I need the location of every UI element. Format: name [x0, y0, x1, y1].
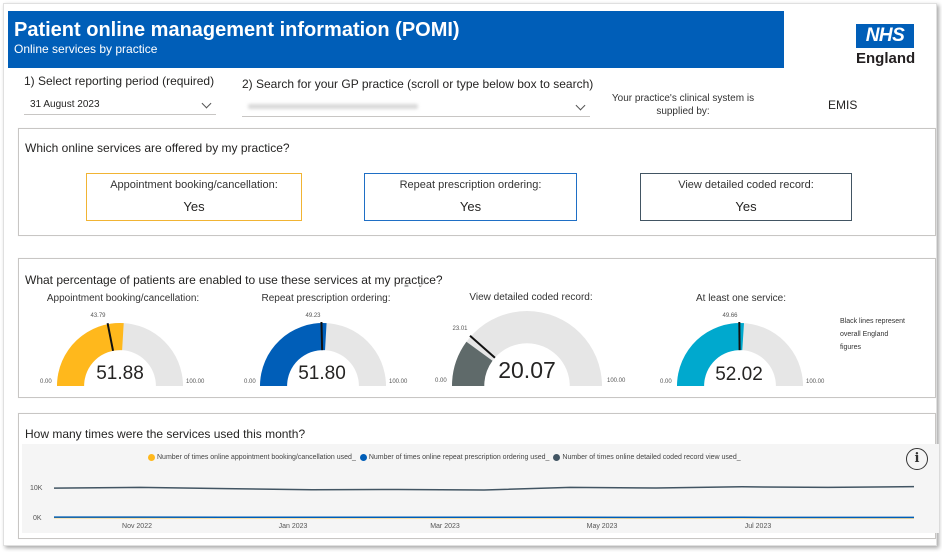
gauge-england-marker: [106, 323, 115, 351]
clinical-system-label: Your practice's clinical system is suppl…: [611, 93, 755, 117]
gauge-value: 52.02: [715, 364, 763, 385]
y-tick-label: 0K: [33, 515, 42, 522]
gauge-fill: [452, 341, 493, 386]
card-label: View detailed coded record:: [678, 179, 814, 191]
x-tick-label: Mar 2023: [430, 523, 460, 530]
card-label: Repeat prescription ordering:: [399, 179, 542, 191]
page-subtitle: Online services by practice: [14, 42, 158, 56]
usage-line-chart: [53, 485, 915, 519]
gauge-fill: [260, 323, 327, 386]
practice-filter-label: 2) Search for your GP practice (scroll o…: [242, 77, 594, 91]
gauge-england-label: 43.79: [90, 313, 106, 319]
gauge-value: 20.07: [498, 357, 556, 383]
period-dropdown-value: 31 August 2023: [30, 99, 100, 110]
nhs-england-logo: NHS England: [856, 24, 916, 67]
gauge-repeat-prescription: [260, 321, 386, 386]
clinical-system-value: EMIS: [828, 98, 858, 112]
gauge-value: 51.88: [96, 363, 144, 384]
legend-label: Number of times online appointment booki…: [157, 454, 356, 461]
card-label: Appointment booking/cancellation:: [110, 179, 278, 191]
header-banner: Patient online management information (P…: [8, 11, 784, 68]
enabled-percentage-title: What percentage of patients are enabled …: [25, 273, 443, 287]
x-tick-label: May 2023: [586, 523, 618, 530]
gauge-min: 0.00: [435, 378, 447, 384]
legend-item-record-views[interactable]: Number of times online detailed coded re…: [553, 454, 741, 461]
gauge-england-label: 23.01: [452, 326, 468, 332]
card-value: Yes: [735, 199, 757, 214]
gauge-coded-record: [452, 311, 602, 386]
card-repeat-prescription: Repeat prescription ordering: Yes: [364, 173, 577, 221]
gauge-at-least-one: [677, 321, 803, 386]
gauge-title: View detailed coded record:: [469, 292, 593, 303]
gauge-england-label: 49.66: [722, 313, 738, 319]
x-tick-label: Nov 2022: [122, 523, 152, 530]
nhs-logo-subtext: England: [856, 50, 916, 67]
x-tick-label: Jul 2023: [744, 523, 772, 530]
gauge-england-marker: [320, 321, 324, 351]
period-filter-label: 1) Select reporting period (required): [24, 74, 215, 88]
chevron-down-icon: [201, 98, 212, 109]
filter-icon[interactable]: ≡: [404, 281, 409, 290]
series-line-2: [53, 485, 915, 491]
gauge-min: 0.00: [244, 379, 256, 385]
gauge-max: 100.00: [186, 379, 205, 385]
chevron-down-icon: [575, 100, 586, 111]
practice-dropdown-value-redacted: [248, 104, 418, 109]
card-value: Yes: [183, 199, 205, 214]
gauge-title: At least one service:: [695, 293, 787, 304]
legend-item-appointments[interactable]: Number of times online appointment booki…: [148, 454, 356, 461]
legend-label: Number of times online repeat prescripti…: [368, 454, 550, 461]
gauge-fill: [57, 323, 124, 386]
legend-item-prescriptions[interactable]: Number of times online repeat prescripti…: [359, 454, 550, 461]
card-appointment-booking: Appointment booking/cancellation: Yes: [86, 173, 302, 221]
x-tick-label: Jan 2023: [278, 523, 308, 530]
gauge-min: 0.00: [40, 379, 52, 385]
services-offered-panel: Which online services are offered by my …: [18, 128, 936, 236]
y-tick-label: 10K: [30, 485, 43, 492]
legend-dot: [148, 454, 155, 461]
gauge-track: [452, 311, 602, 386]
page-title: Patient online management information (P…: [14, 19, 460, 41]
card-coded-record: View detailed coded record: Yes: [640, 173, 852, 221]
gauge-appointment-booking: [57, 323, 183, 386]
england-figures-note: Black lines represent overall England fi…: [840, 318, 905, 351]
chart-legend: Number of times online appointment booki…: [148, 454, 741, 461]
gauge-min: 0.00: [660, 379, 672, 385]
gauge-title: Appointment booking/cancellation:: [46, 293, 200, 304]
gauge-max: 100.00: [389, 379, 408, 385]
gauge-title: Repeat prescription ordering:: [261, 293, 391, 304]
gauge-max: 100.00: [806, 379, 825, 385]
services-offered-title: Which online services are offered by my …: [25, 141, 290, 155]
legend-label: Number of times online detailed coded re…: [562, 454, 741, 461]
nhs-logo-text: NHS: [856, 24, 914, 48]
info-icon[interactable]: i: [906, 448, 928, 470]
gauge-fill: [677, 323, 744, 386]
expand-icon[interactable]: ⤢: [419, 280, 426, 289]
gauge-max: 100.00: [607, 378, 626, 384]
legend-dot: [553, 454, 561, 461]
gauge-value: 51.80: [298, 363, 346, 384]
practice-dropdown[interactable]: [242, 96, 590, 117]
legend-dot: [359, 454, 367, 461]
usage-title: How many times were the services used th…: [25, 427, 306, 441]
gauge-england-marker: [469, 334, 496, 359]
gauge-england-label: 49.23: [305, 313, 321, 319]
period-dropdown[interactable]: 31 August 2023: [24, 94, 216, 115]
card-value: Yes: [459, 199, 482, 214]
